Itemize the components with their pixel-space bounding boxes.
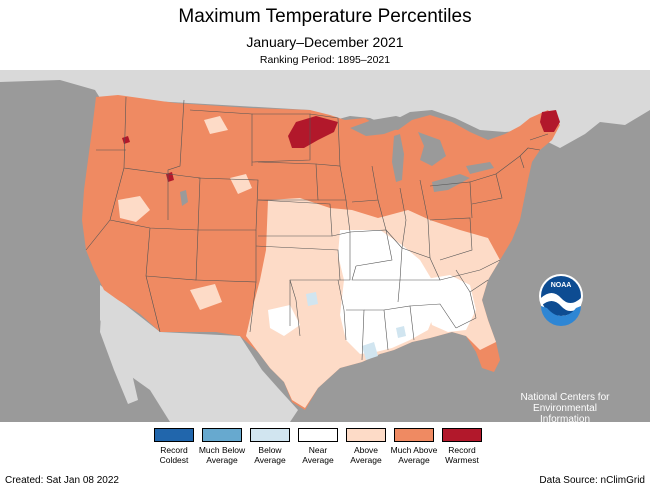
canada-land	[0, 70, 650, 148]
legend-swatch	[442, 428, 482, 442]
map-subtitle: January–December 2021	[246, 34, 404, 50]
legend: Record Coldest Much Below Average Below …	[150, 428, 490, 484]
ncei-line-1: National Centers for	[520, 392, 610, 403]
below-avg-al	[396, 326, 406, 338]
legend-swatch	[154, 428, 194, 442]
ncei-name: National Centers for Environmental Infor…	[510, 392, 620, 422]
below-avg-ok	[306, 292, 318, 306]
lake-superior	[350, 116, 410, 136]
near-avg-southeast	[420, 275, 476, 332]
above-avg-patch-mt	[204, 116, 228, 134]
near-avg-mid-south	[338, 230, 438, 354]
noaa-logo-icon: NOAA	[539, 274, 583, 326]
map-title: Maximum Temperature Percentiles	[178, 6, 472, 27]
map-area: NOAA National Centers for Environmental …	[0, 70, 650, 422]
legend-item-record-coldest: Record Coldest	[150, 428, 198, 465]
lake-huron	[418, 132, 446, 166]
legend-label: Near Average	[302, 445, 334, 465]
legend-swatch	[250, 428, 290, 442]
mexico-land	[100, 285, 298, 422]
lake-ontario	[466, 162, 494, 174]
near-avg-tx	[268, 305, 300, 336]
record-warm-nd	[288, 116, 338, 148]
lake-erie	[432, 174, 470, 192]
legend-label: Record Coldest	[159, 445, 189, 465]
legend-item-above: Above Average	[342, 428, 390, 465]
baja-land	[100, 296, 138, 404]
great-salt-lake	[180, 190, 188, 206]
ncei-line-3: Information	[539, 414, 591, 422]
legend-swatch	[298, 428, 338, 442]
ranking-period: Ranking Period: 1895–2021	[259, 54, 391, 66]
legend-item-much-below: Much Below Average	[198, 428, 246, 465]
lake-michigan	[392, 134, 404, 182]
legend-label: Record Warmest	[445, 445, 479, 465]
legend-item-record-warmest: Record Warmest	[438, 428, 486, 465]
above-avg-patch-nm	[190, 284, 222, 310]
map-header: Maximum Temperature Percentiles January–…	[0, 0, 650, 70]
ncei-line-2: Environmental	[533, 403, 597, 414]
noaa-badge-text: NOAA	[551, 282, 572, 289]
legend-swatch	[394, 428, 434, 442]
legend-label: Much Below Average	[198, 445, 246, 465]
legend-item-below: Below Average	[246, 428, 294, 465]
us-temperature-map: NOAA	[0, 70, 650, 422]
above-avg-patch-west	[118, 196, 150, 222]
below-avg-ms	[362, 342, 378, 360]
legend-swatch	[202, 428, 242, 442]
record-warm-or	[122, 136, 130, 144]
legend-swatch	[346, 428, 386, 442]
created-date: Created: Sat Jan 08 2022	[5, 475, 119, 486]
legend-item-near: Near Average	[294, 428, 342, 465]
record-warm-maine	[540, 110, 560, 132]
data-source: Data Source: nClimGrid	[539, 475, 645, 486]
legend-label: Below Average	[254, 445, 286, 465]
legend-label: Above Average	[350, 445, 382, 465]
legend-label: Much Above Average	[390, 445, 438, 465]
legend-item-much-above: Much Above Average	[390, 428, 438, 465]
state-borders	[85, 96, 549, 361]
